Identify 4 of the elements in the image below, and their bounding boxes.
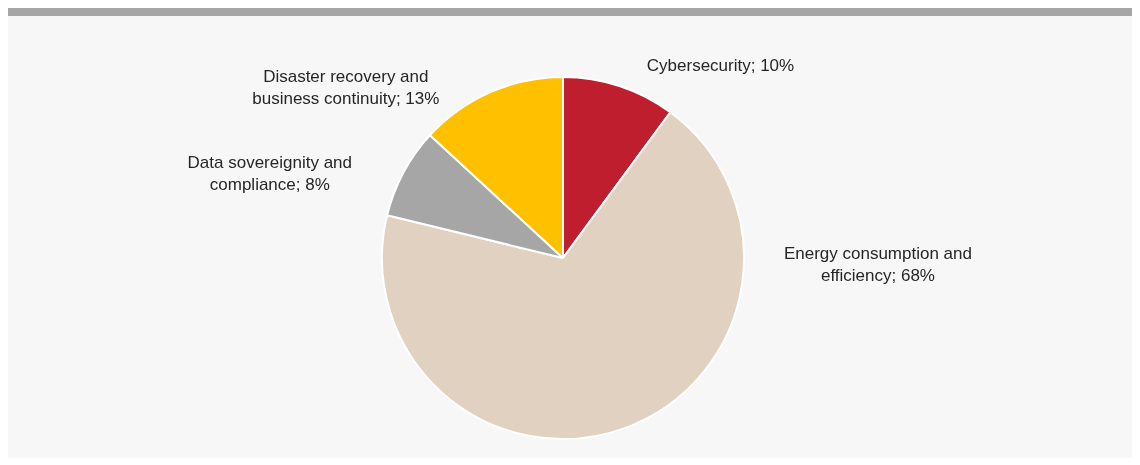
slice-label: Disaster recovery and business continuity; 13% <box>252 66 440 108</box>
slice-label: Data sovereignity and compliance; 8% <box>187 153 352 195</box>
slice-label: Cybersecurity; 10% <box>646 55 795 75</box>
slice-label: Energy consumption and efficiency; 68% <box>783 243 972 285</box>
